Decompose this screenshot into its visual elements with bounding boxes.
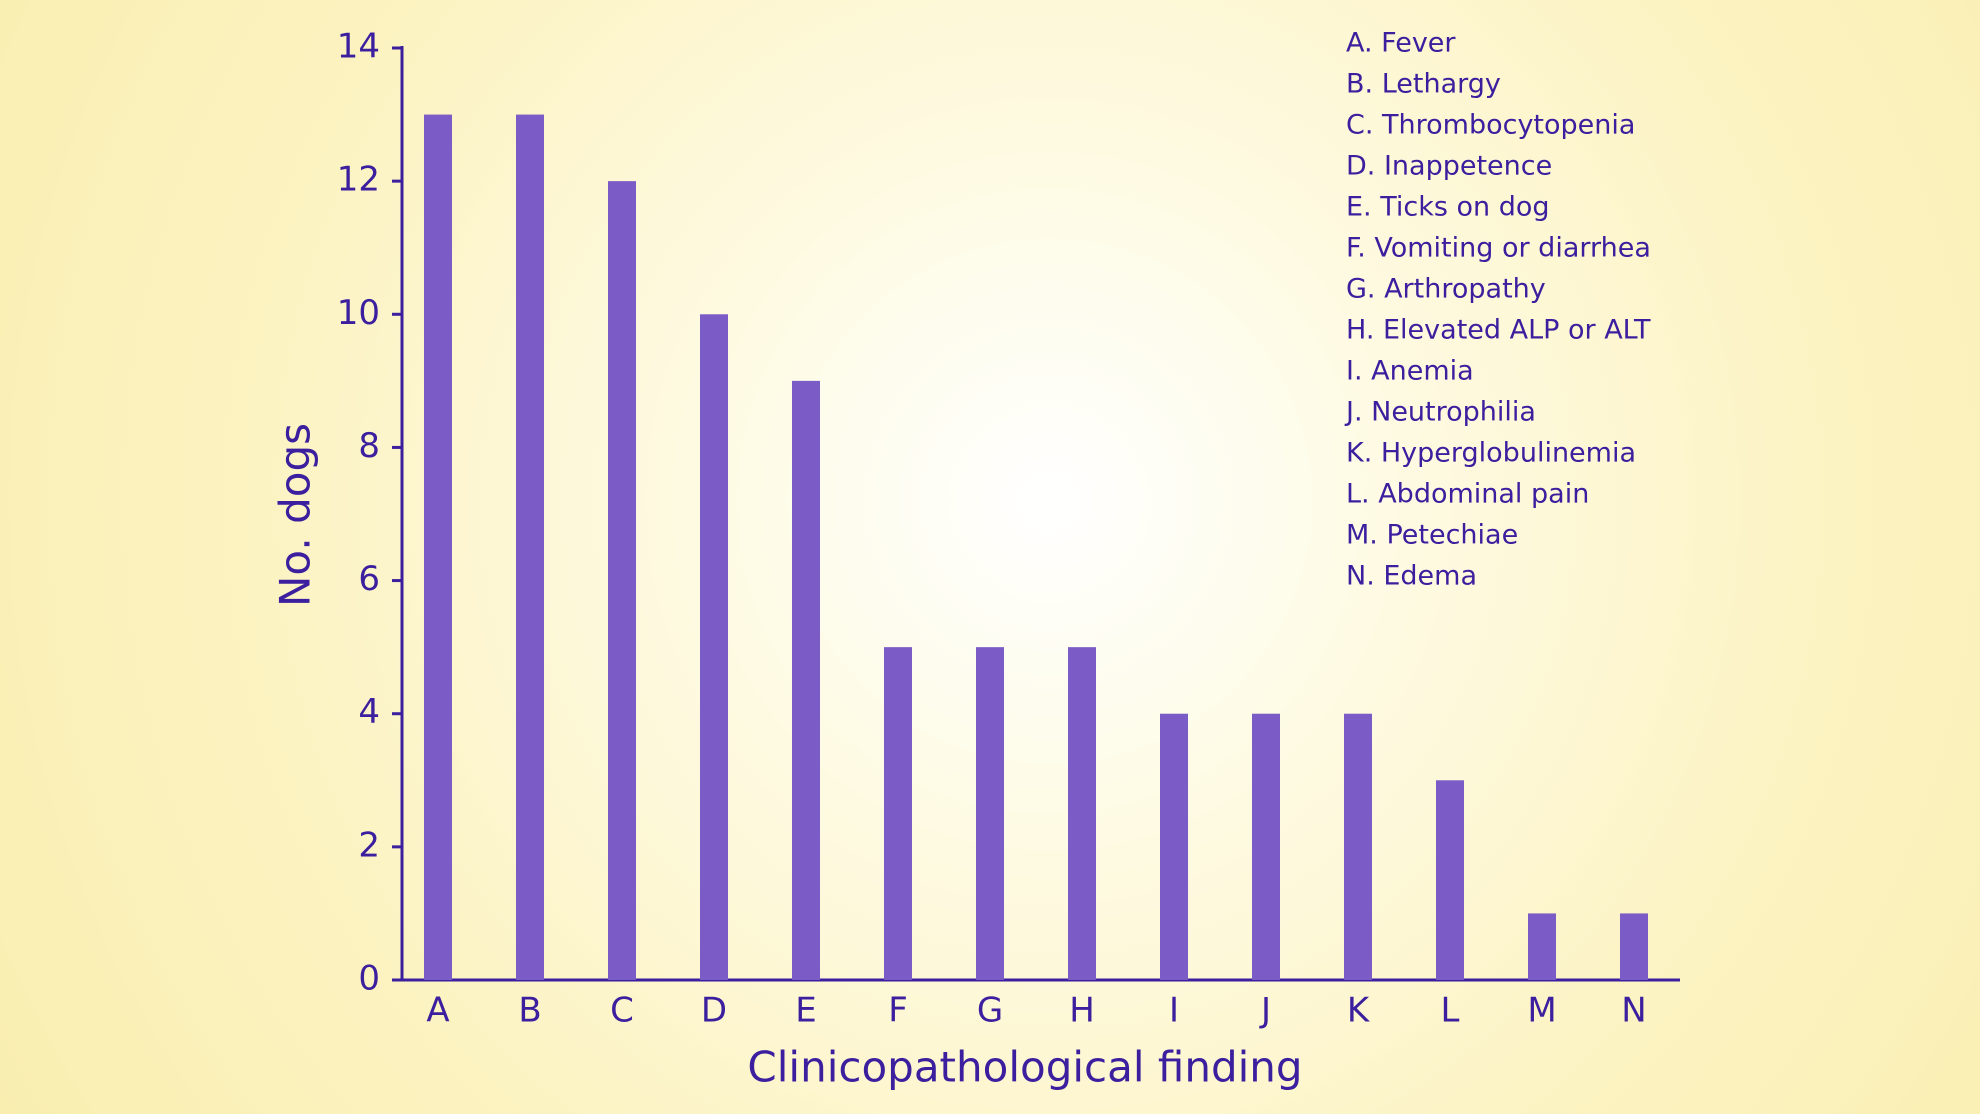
bar [700,314,728,980]
x-tick-label: C [610,991,634,1031]
y-tick-label: 10 [337,293,380,333]
bar [1620,913,1648,980]
bar [1160,713,1188,980]
bar [792,380,820,980]
x-tick-label: J [1259,991,1271,1031]
legend-text: H. Elevated ALP or ALT [1346,315,1651,346]
bar [1344,713,1372,980]
legend-text: K. Hyperglobulinemia [1346,438,1636,469]
legend-text: I. Anemia [1346,356,1474,387]
x-tick-label: I [1169,991,1179,1031]
legend-text: G. Arthropathy [1346,274,1546,305]
bar [424,114,452,981]
x-tick-label: A [426,991,449,1031]
y-tick-label: 0 [358,959,380,999]
bar [884,647,912,980]
x-tick-label: H [1069,991,1095,1031]
x-tick-label: G [977,991,1003,1031]
y-tick-label: 2 [358,825,380,865]
x-tick-label: K [1347,991,1371,1031]
legend-text: M. Petechiae [1346,520,1518,551]
legend-text: E. Ticks on dog [1346,192,1550,223]
legend-text: L. Abdominal pain [1346,479,1589,510]
x-tick-label: L [1441,991,1460,1031]
x-tick-label: F [888,991,908,1031]
y-tick-label: 12 [337,160,380,200]
x-tick-label: D [701,991,727,1031]
bar [1528,913,1556,980]
x-tick-label: M [1527,991,1556,1031]
legend-text: N. Edema [1346,561,1477,592]
y-tick-label: 6 [358,559,380,599]
bar [1436,780,1464,980]
y-axis-title: No. dogs [271,423,320,607]
legend-text: A. Fever [1346,28,1456,59]
x-axis-title: Clinicopathological finding [747,1043,1302,1092]
x-tick-label: N [1621,991,1646,1031]
legend-text: J. Neutrophilia [1344,397,1536,428]
y-tick-label: 4 [358,692,380,732]
bar [976,647,1004,980]
legend-text: F. Vomiting or diarrhea [1346,233,1651,264]
bar [1068,647,1096,980]
bar [608,181,636,981]
y-tick-label: 14 [337,27,380,67]
y-tick-label: 8 [358,426,380,466]
legend-text: B. Lethargy [1346,69,1501,100]
bar [1252,713,1280,980]
x-tick-label: B [518,991,541,1031]
x-tick-label: E [795,991,816,1031]
bar [516,114,544,981]
legend-text: D. Inappetence [1346,151,1552,182]
legend-text: C. Thrombocytopenia [1346,110,1635,141]
